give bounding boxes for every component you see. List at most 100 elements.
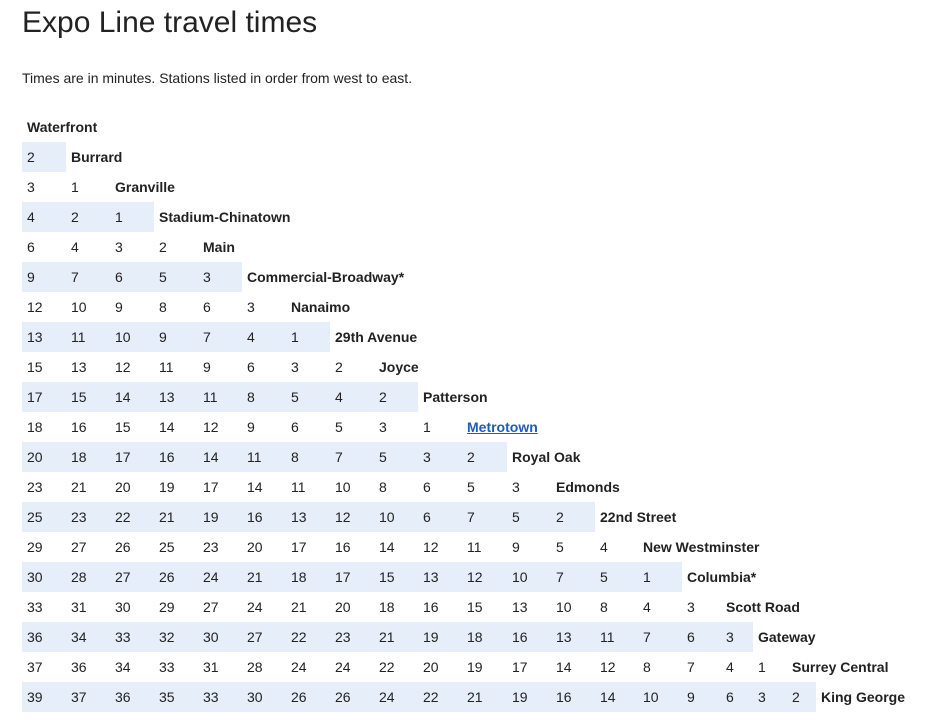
travel-time-cell: 12	[600, 659, 616, 675]
travel-time-cell: 26	[330, 682, 374, 712]
travel-time-cell: 2	[551, 502, 595, 532]
travel-time-cell: 34	[66, 622, 110, 652]
travel-time-cell: 5	[507, 502, 551, 532]
travel-time-cell: 6	[247, 359, 255, 375]
station-name: Stadium-Chinatown	[159, 209, 291, 225]
travel-time-cell: 12	[115, 359, 131, 375]
travel-time-cell: 19	[198, 502, 242, 532]
travel-time-cell: 7	[66, 262, 110, 292]
travel-time-cell: 5	[286, 382, 330, 412]
station-name: Commercial-Broadway*	[247, 269, 405, 285]
travel-time-cell: 14	[247, 479, 263, 495]
travel-time-cell: 10	[638, 682, 682, 712]
station-name: Gateway	[758, 629, 816, 645]
travel-time-cell: 9	[203, 359, 211, 375]
table-row: 4 2 1 Stadium-Chinatown	[22, 202, 905, 232]
travel-time-cell: 14	[556, 659, 572, 675]
station-link-metrotown[interactable]: Metrotown	[467, 419, 538, 435]
travel-time-cell: 2	[462, 442, 507, 472]
travel-time-cell: 30	[242, 682, 286, 712]
travel-time-cell: 5	[154, 262, 198, 292]
travel-time-cell: 21	[462, 682, 507, 712]
table-row: 23 21 20 19 17 14 11 10 8 6 5 3 Edmonds	[22, 472, 905, 502]
travel-time-cell: 8	[286, 442, 330, 472]
travel-time-cell: 6	[721, 682, 753, 712]
station-name: Royal Oak	[512, 449, 581, 465]
travel-time-cell: 12	[330, 502, 374, 532]
travel-time-cell: 37	[27, 659, 43, 675]
travel-time-cell: 15	[374, 562, 418, 592]
travel-time-cell: 10	[335, 479, 351, 495]
travel-time-cell: 24	[291, 659, 307, 675]
table-row: 13 11 10 9 7 4 1 29th Avenue	[22, 322, 905, 352]
travel-time-cell: 20	[115, 479, 131, 495]
travel-time-cell: 5	[467, 479, 475, 495]
travel-time-cell: 17	[110, 442, 154, 472]
travel-time-cell: 27	[203, 599, 219, 615]
station-name: New Westminster	[643, 539, 760, 555]
travel-time-cell: 9	[22, 262, 66, 292]
travel-time-cell: 10	[507, 562, 551, 592]
travel-time-cell: 2	[374, 382, 418, 412]
travel-time-cell: 6	[423, 479, 431, 495]
travel-time-cell: 4	[22, 202, 66, 232]
travel-time-cell: 1	[758, 659, 766, 675]
travel-time-cell: 21	[154, 502, 198, 532]
travel-time-cell: 18	[66, 442, 110, 472]
station-name: 22nd Street	[600, 509, 677, 525]
travel-time-cell: 12	[462, 562, 507, 592]
travel-time-cell: 2	[787, 682, 816, 712]
travel-time-cell: 3	[753, 682, 787, 712]
station-name: Main	[203, 239, 235, 255]
travel-time-cell: 19	[418, 622, 462, 652]
travel-time-cell: 9	[512, 539, 520, 555]
travel-time-cell: 11	[198, 382, 242, 412]
travel-time-cell: 23	[27, 479, 43, 495]
travel-time-cell: 33	[159, 659, 175, 675]
travel-time-cell: 20	[247, 539, 263, 555]
travel-time-cell: 3	[418, 442, 462, 472]
travel-time-cell: 37	[66, 682, 110, 712]
table-row: 15 13 12 11 9 6 3 2 Joyce	[22, 352, 905, 382]
travel-time-cell: 9	[154, 322, 198, 352]
travel-time-cell: 20	[423, 659, 439, 675]
travel-time-cell: 22	[110, 502, 154, 532]
station-name: Nanaimo	[291, 299, 351, 315]
travel-time-cell: 21	[374, 622, 418, 652]
travel-time-cell: 30	[115, 599, 131, 615]
travel-time-cell: 16	[423, 599, 439, 615]
travel-time-cell: 6	[682, 622, 721, 652]
travel-time-cell: 2	[66, 202, 110, 232]
travel-time-cell: 39	[22, 682, 66, 712]
travel-time-cell: 18	[462, 622, 507, 652]
table-row: 17 15 14 13 11 8 5 4 2 Patterson	[22, 382, 905, 412]
travel-time-cell: 15	[467, 599, 483, 615]
travel-time-cell: 4	[600, 539, 608, 555]
travel-time-cell: 13	[418, 562, 462, 592]
travel-time-cell: 17	[330, 562, 374, 592]
travel-time-cell: 17	[22, 382, 66, 412]
table-row: 9 7 6 5 3 Commercial-Broadway*	[22, 262, 905, 292]
travel-time-cell: 11	[467, 539, 482, 555]
travel-time-cell: 13	[551, 622, 595, 652]
travel-time-cell: 9	[682, 682, 721, 712]
travel-time-cell: 31	[71, 599, 87, 615]
travel-time-cell: 36	[22, 622, 66, 652]
table-row: Waterfront	[22, 112, 905, 142]
travel-time-cell: 13	[22, 322, 66, 352]
travel-time-cell: 30	[198, 622, 242, 652]
table-row: 33 31 30 29 27 24 21 20 18 16 15 13 10 8 4 3 Scott Road	[22, 592, 905, 622]
travel-time-cell: 11	[66, 322, 110, 352]
table-row: 18 16 15 14 12 9 6 5 3 1 Metrotown	[22, 412, 905, 442]
travel-time-cell: 25	[22, 502, 66, 532]
station-name: Burrard	[71, 149, 123, 165]
travel-time-cell: 21	[242, 562, 286, 592]
travel-time-cell: 12	[27, 299, 43, 315]
travel-time-cell: 13	[286, 502, 330, 532]
travel-time-cell: 1	[110, 202, 154, 232]
travel-time-cell: 9	[115, 299, 123, 315]
travel-time-cell: 15	[66, 382, 110, 412]
travel-time-cell: 16	[154, 442, 198, 472]
travel-time-cell: 13	[154, 382, 198, 412]
travel-time-cell: 7	[330, 442, 374, 472]
